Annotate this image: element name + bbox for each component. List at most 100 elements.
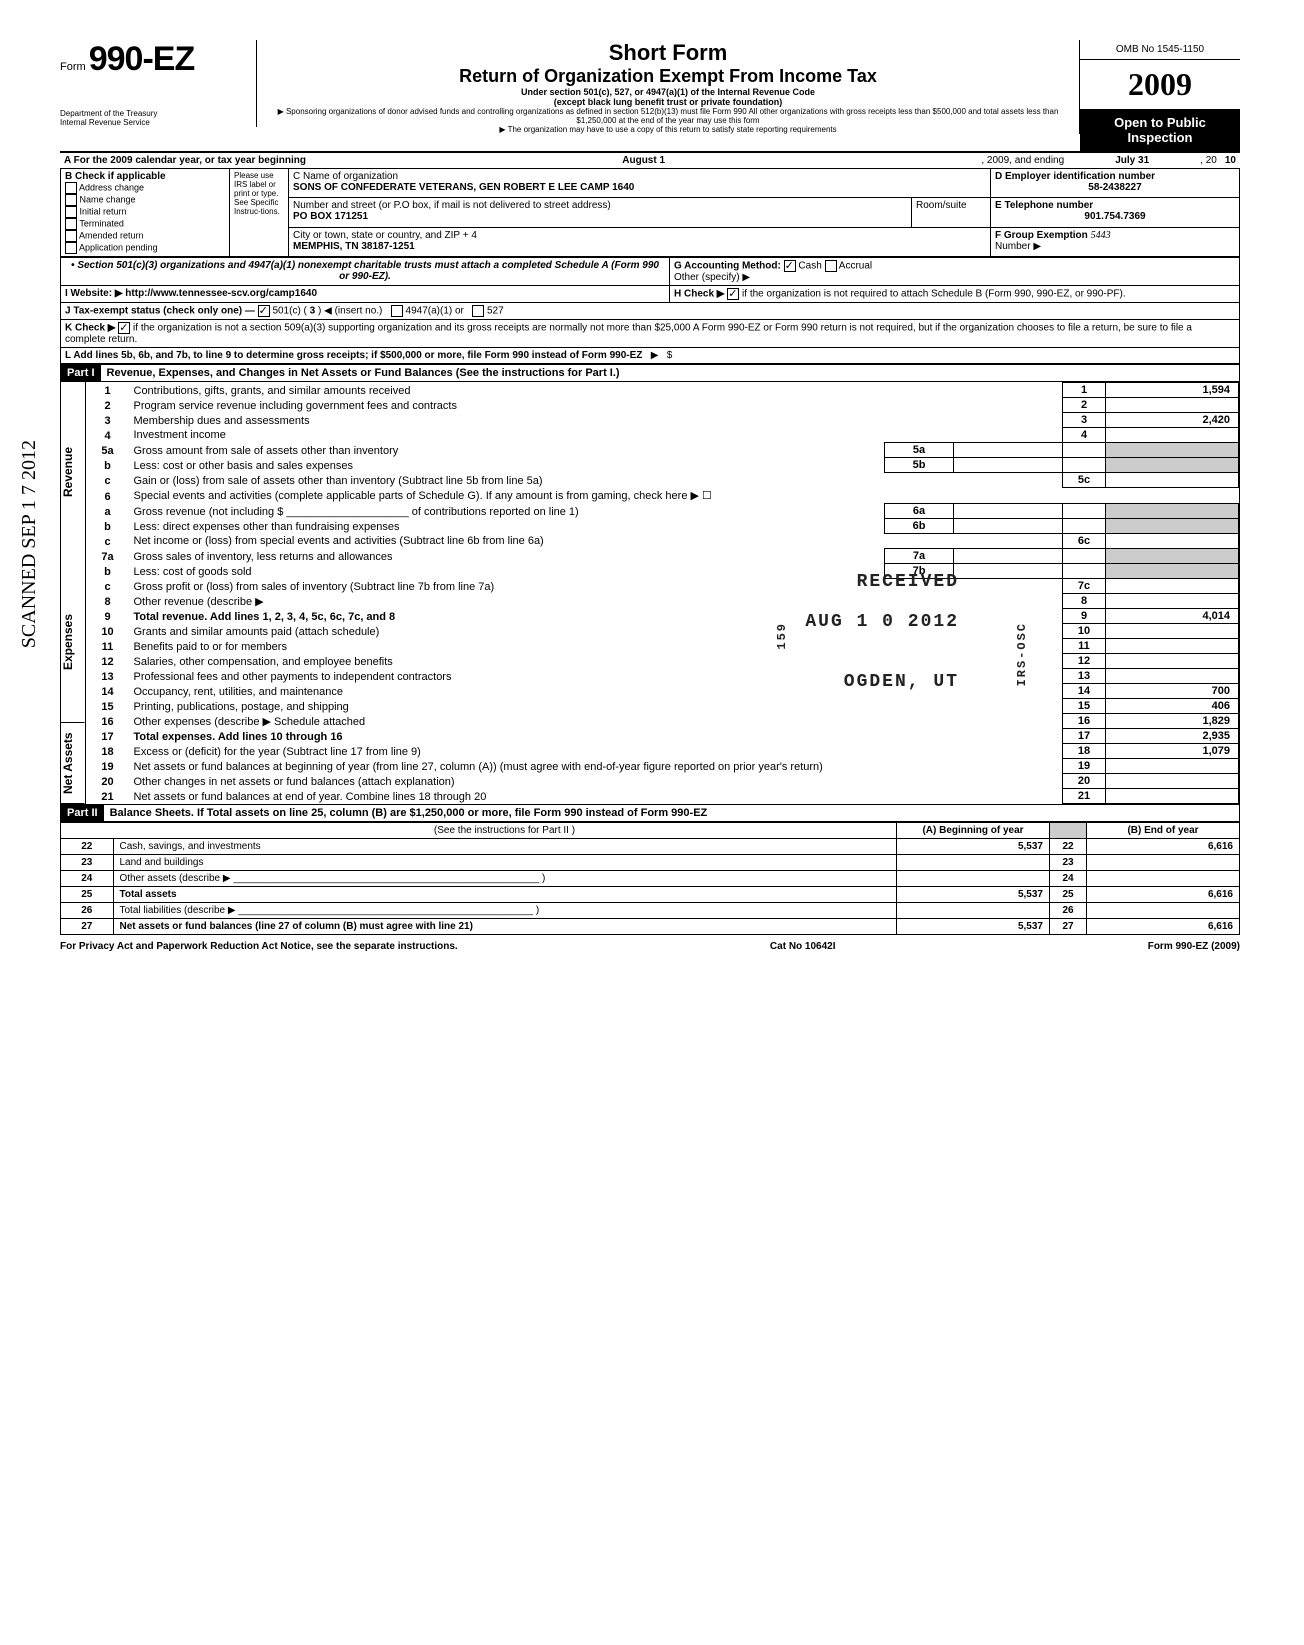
line-amount: 1,594 (1106, 383, 1239, 398)
cb-terminated[interactable] (65, 218, 77, 230)
line-desc: Investment income (130, 428, 1063, 443)
footer-catno: Cat No 10642I (770, 941, 836, 952)
box-j-label: J Tax-exempt status (check only one) — (65, 306, 255, 317)
bs-col-a (897, 871, 1050, 887)
line-amount: 1,079 (1106, 744, 1239, 759)
ein-value: 58-2438227 (995, 182, 1235, 193)
line-row: 18Excess or (deficit) for the year (Subt… (86, 744, 1239, 759)
line-number: 15 (86, 699, 130, 714)
bs-box-num: 23 (1050, 855, 1087, 871)
line-desc: Benefits paid to or for members (130, 639, 1063, 654)
line-number: 21 (86, 789, 130, 804)
cb-501c[interactable] (258, 305, 270, 317)
bs-box-num: 25 (1050, 887, 1087, 903)
line-row: 19Net assets or fund balances at beginni… (86, 759, 1239, 774)
line-number: 3 (86, 413, 130, 428)
cb-label-terminated: Terminated (79, 218, 124, 228)
line-desc: Net assets or fund balances at end of ye… (130, 789, 1063, 804)
cb-amended[interactable] (65, 230, 77, 242)
box-e: E Telephone number 901.754.7369 (991, 198, 1240, 227)
box-l-dollar: $ (667, 350, 673, 361)
line-number: 17 (86, 729, 130, 744)
balance-row: 24Other assets (describe ▶ _____________… (61, 871, 1240, 887)
line-number: 18 (86, 744, 130, 759)
line-row: cNet income or (loss) from special event… (86, 534, 1239, 549)
line-box-num: 3 (1063, 413, 1106, 428)
part-ii-instr: (See the instructions for Part II ) (113, 823, 897, 839)
dept-irs: Internal Revenue Service (60, 118, 250, 127)
line-amount (1106, 624, 1239, 639)
ogden-stamp: OGDEN, UT (844, 672, 959, 692)
box-i: I Website: ▶ http://www.tennessee-scv.or… (61, 286, 670, 303)
bs-box-num: 22 (1050, 839, 1087, 855)
j-501c-num: 3 (310, 306, 316, 317)
bs-col-b (1087, 903, 1240, 919)
line-row: bLess: cost or other basis and sales exp… (86, 458, 1239, 473)
line-desc: Contributions, gifts, grants, and simila… (130, 383, 1063, 398)
line-desc: Other expenses (describe ▶ Schedule atta… (130, 714, 1063, 729)
line-amount (1106, 759, 1239, 774)
line-amount (1106, 669, 1239, 684)
j-501c-label: 501(c) ( (272, 306, 306, 317)
cb-address-change[interactable] (65, 182, 77, 194)
box-d-label: D Employer identification number (995, 171, 1235, 182)
bs-line-num: 27 (61, 919, 114, 935)
line-desc: Net assets or fund balances at beginning… (130, 759, 1063, 774)
box-f-label: F Group Exemption (995, 230, 1088, 241)
dept-treasury: Department of the Treasury (60, 109, 250, 118)
line-desc: Printing, publications, postage, and shi… (130, 699, 1063, 714)
line-amount (1106, 639, 1239, 654)
box-k: K Check ▶ if the organization is not a s… (61, 320, 1240, 348)
balance-row: 27Net assets or fund balances (line 27 o… (61, 919, 1240, 935)
bs-col-b: 6,616 (1087, 887, 1240, 903)
bs-line-num: 22 (61, 839, 114, 855)
line-row: 21Net assets or fund balances at end of … (86, 789, 1239, 804)
bs-col-a (897, 855, 1050, 871)
line-row: 2Program service revenue including gover… (86, 398, 1239, 413)
tax-year: 2009 (1080, 60, 1240, 109)
line-row: 13Professional fees and other payments t… (86, 669, 1239, 684)
other-specify-label: Other (specify) ▶ (674, 272, 750, 283)
line-number: c (86, 473, 130, 488)
line-box-num: 14 (1063, 684, 1106, 699)
box-b-label: B Check if applicable (65, 171, 225, 182)
cb-name-change[interactable] (65, 194, 77, 206)
cb-h[interactable] (727, 288, 739, 300)
line-row: bLess: cost of goods sold7b (86, 564, 1239, 579)
cb-k[interactable] (118, 322, 130, 334)
lines-table: 1Contributions, gifts, grants, and simil… (86, 382, 1240, 804)
j-527-label: 527 (487, 306, 504, 317)
bs-col-b: 6,616 (1087, 919, 1240, 935)
gray-cell (1106, 519, 1239, 534)
balance-row: 22Cash, savings, and investments5,537226… (61, 839, 1240, 855)
line-box-num: 2 (1063, 398, 1106, 413)
cb-pending[interactable] (65, 242, 77, 254)
gray-cell (1106, 564, 1239, 579)
balance-row: 26Total liabilities (describe ▶ ________… (61, 903, 1240, 919)
line-box-num: 5c (1063, 473, 1106, 488)
line-a-yy: 10 (1225, 155, 1236, 166)
line-row: 7aGross sales of inventory, less returns… (86, 549, 1239, 564)
line-row: aGross revenue (not including $ ________… (86, 504, 1239, 519)
line-amount (1106, 654, 1239, 669)
line-amount: 700 (1106, 684, 1239, 699)
line-box-num: 8 (1063, 594, 1106, 609)
line-amount: 1,829 (1106, 714, 1239, 729)
cb-label-initial: Initial return (80, 206, 127, 216)
line-amount: 2,935 (1106, 729, 1239, 744)
cb-initial-return[interactable] (65, 206, 77, 218)
cb-accrual[interactable] (825, 260, 837, 272)
line-box-num: 4 (1063, 428, 1106, 443)
cb-cash[interactable] (784, 260, 796, 272)
cb-527[interactable] (472, 305, 484, 317)
line-row: 8Other revenue (describe ▶8 (86, 594, 1239, 609)
cb-4947[interactable] (391, 305, 403, 317)
line-number: 5a (86, 443, 130, 458)
title-return: Return of Organization Exempt From Incom… (267, 66, 1069, 87)
line-row: 1Contributions, gifts, grants, and simil… (86, 383, 1239, 398)
bs-line-num: 26 (61, 903, 114, 919)
part-i-title: Revenue, Expenses, and Changes in Net As… (101, 365, 626, 381)
line-row: 12Salaries, other compensation, and empl… (86, 654, 1239, 669)
sub-box: 6a (885, 504, 954, 519)
cb-label-name: Name change (80, 194, 136, 204)
